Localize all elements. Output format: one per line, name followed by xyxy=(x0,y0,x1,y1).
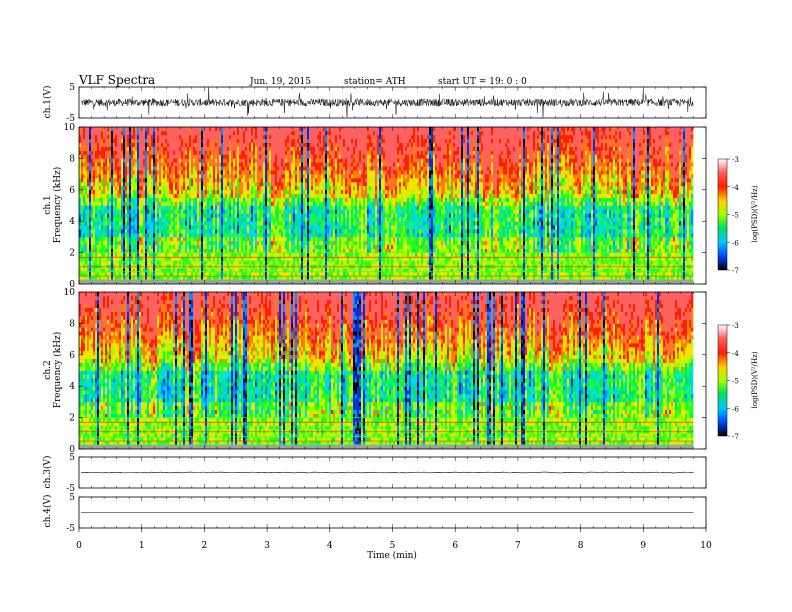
ch2-colorbar-tick-label: -4 xyxy=(732,350,739,358)
ch3-waveform-trace xyxy=(80,471,694,474)
ch1-spectrogram-ytick-label: 0 xyxy=(69,280,75,290)
ch1-colorbar-tick-label: -7 xyxy=(732,267,739,275)
ch1-spectrogram-heatmap xyxy=(79,127,706,284)
start-time-label: start UT = 19: 0 : 0 xyxy=(438,77,527,87)
ch1-colorbar-label: log(PSD)(V²/Hz) xyxy=(751,185,759,242)
ch2-spectrogram-ytick-label: 2 xyxy=(69,414,75,424)
ch4-waveform-panel: 5 -5 xyxy=(66,493,707,534)
x-axis-label: Time (min) xyxy=(367,550,417,561)
x-tick-label: 7 xyxy=(515,541,521,551)
ch2-colorbar-label: log(PSD)(V²/Hz) xyxy=(751,351,759,408)
ch2-colorbar-tick-label: -5 xyxy=(732,378,739,386)
ch1-colorbar-tick-label: -6 xyxy=(732,239,739,247)
ch1-channel-label: ch.1 xyxy=(43,195,53,214)
date-label: Jun. 19, 2015 xyxy=(249,77,311,87)
ch1-waveform-panel: 5 -5 xyxy=(66,83,707,124)
ch1-colorbar-tick-label: -5 xyxy=(732,212,739,220)
x-tick-label: 3 xyxy=(264,541,270,551)
ch1-colorbar-gradient xyxy=(717,158,728,271)
ch1-colorbar: -3 -4 -5 -6 -7 log(PSD)(V²/Hz) xyxy=(717,156,759,275)
ch2-spectrogram-ytick-label: 4 xyxy=(69,382,75,392)
ch2-colorbar-tick-label: -7 xyxy=(732,433,739,441)
ch1-spectrogram-ytick-label: 10 xyxy=(64,123,76,133)
ch2-frequency-label: Frequency (kHz) xyxy=(52,332,63,409)
ch1-colorbar-tick-label: -3 xyxy=(732,156,739,164)
ch2-colorbar-tick-label: -3 xyxy=(732,322,739,330)
ch2-spectrogram-ytick-label: 10 xyxy=(64,288,76,298)
ch1-waveform-ytick-label: 5 xyxy=(69,83,75,93)
ch2-spectrogram-ytick-label: 8 xyxy=(69,319,75,329)
ch3-waveform-ylabel: ch.3(V) xyxy=(42,456,53,489)
x-tick-label: 9 xyxy=(640,541,646,551)
ch3-waveform-ytick-label: 5 xyxy=(69,453,75,463)
ch2-spectrogram-heatmap xyxy=(79,292,706,449)
station-label: station= ATH xyxy=(344,77,406,87)
x-tick-label: 0 xyxy=(76,541,82,551)
ch1-colorbar-tick-label: -4 xyxy=(732,184,739,192)
ch4-waveform-ylabel: ch.4(V) xyxy=(42,495,53,528)
x-tick-label: 1 xyxy=(139,541,145,551)
ch1-waveform-ylabel: ch.1(V) xyxy=(42,86,53,119)
ch1-frequency-label: Frequency (kHz) xyxy=(52,167,63,244)
ch4-waveform-ytick-label: 5 xyxy=(69,493,75,503)
x-tick-label: 8 xyxy=(578,541,584,551)
ch4-waveform-ytick-label: -5 xyxy=(66,524,75,534)
ch1-waveform-ytick-label: -5 xyxy=(66,114,75,124)
ch2-spectrogram-panel: 0 2 4 6 8 10 xyxy=(64,288,707,455)
ch1-spectrogram-ytick-label: 2 xyxy=(69,249,75,259)
x-tick-label: 10 xyxy=(700,541,712,551)
x-tick-label: 2 xyxy=(202,541,208,551)
x-tick-label: 6 xyxy=(452,541,458,551)
x-tick-label: 4 xyxy=(327,541,333,551)
x-tick-label: 5 xyxy=(390,541,396,551)
ch1-spectrogram-ytick-label: 8 xyxy=(69,154,75,164)
figure-title: VLF Spectra xyxy=(78,73,155,87)
ch3-waveform-ytick-label: -5 xyxy=(66,484,75,494)
ch2-colorbar-gradient xyxy=(717,324,728,437)
ch2-colorbar: -3 -4 -5 -6 -7 log(PSD)(V²/Hz) xyxy=(717,322,759,441)
ch2-colorbar-tick-label: -6 xyxy=(732,405,739,413)
ch1-spectrogram-panel: 0 2 4 6 8 10 xyxy=(64,123,707,290)
ch1-waveform-trace xyxy=(80,87,694,118)
ch2-spectrogram-ytick-label: 6 xyxy=(69,351,75,361)
ch1-spectrogram-ytick-label: 6 xyxy=(69,186,75,196)
ch2-spectrogram-ytick-label: 0 xyxy=(69,445,75,455)
ch3-waveform-panel: 5 -5 xyxy=(66,453,707,494)
ch2-channel-label: ch.2 xyxy=(43,360,53,379)
time-axis: 0 1 2 3 4 5 6 7 8 9 10 xyxy=(76,528,712,551)
ch1-spectrogram-ytick-label: 4 xyxy=(69,217,75,227)
